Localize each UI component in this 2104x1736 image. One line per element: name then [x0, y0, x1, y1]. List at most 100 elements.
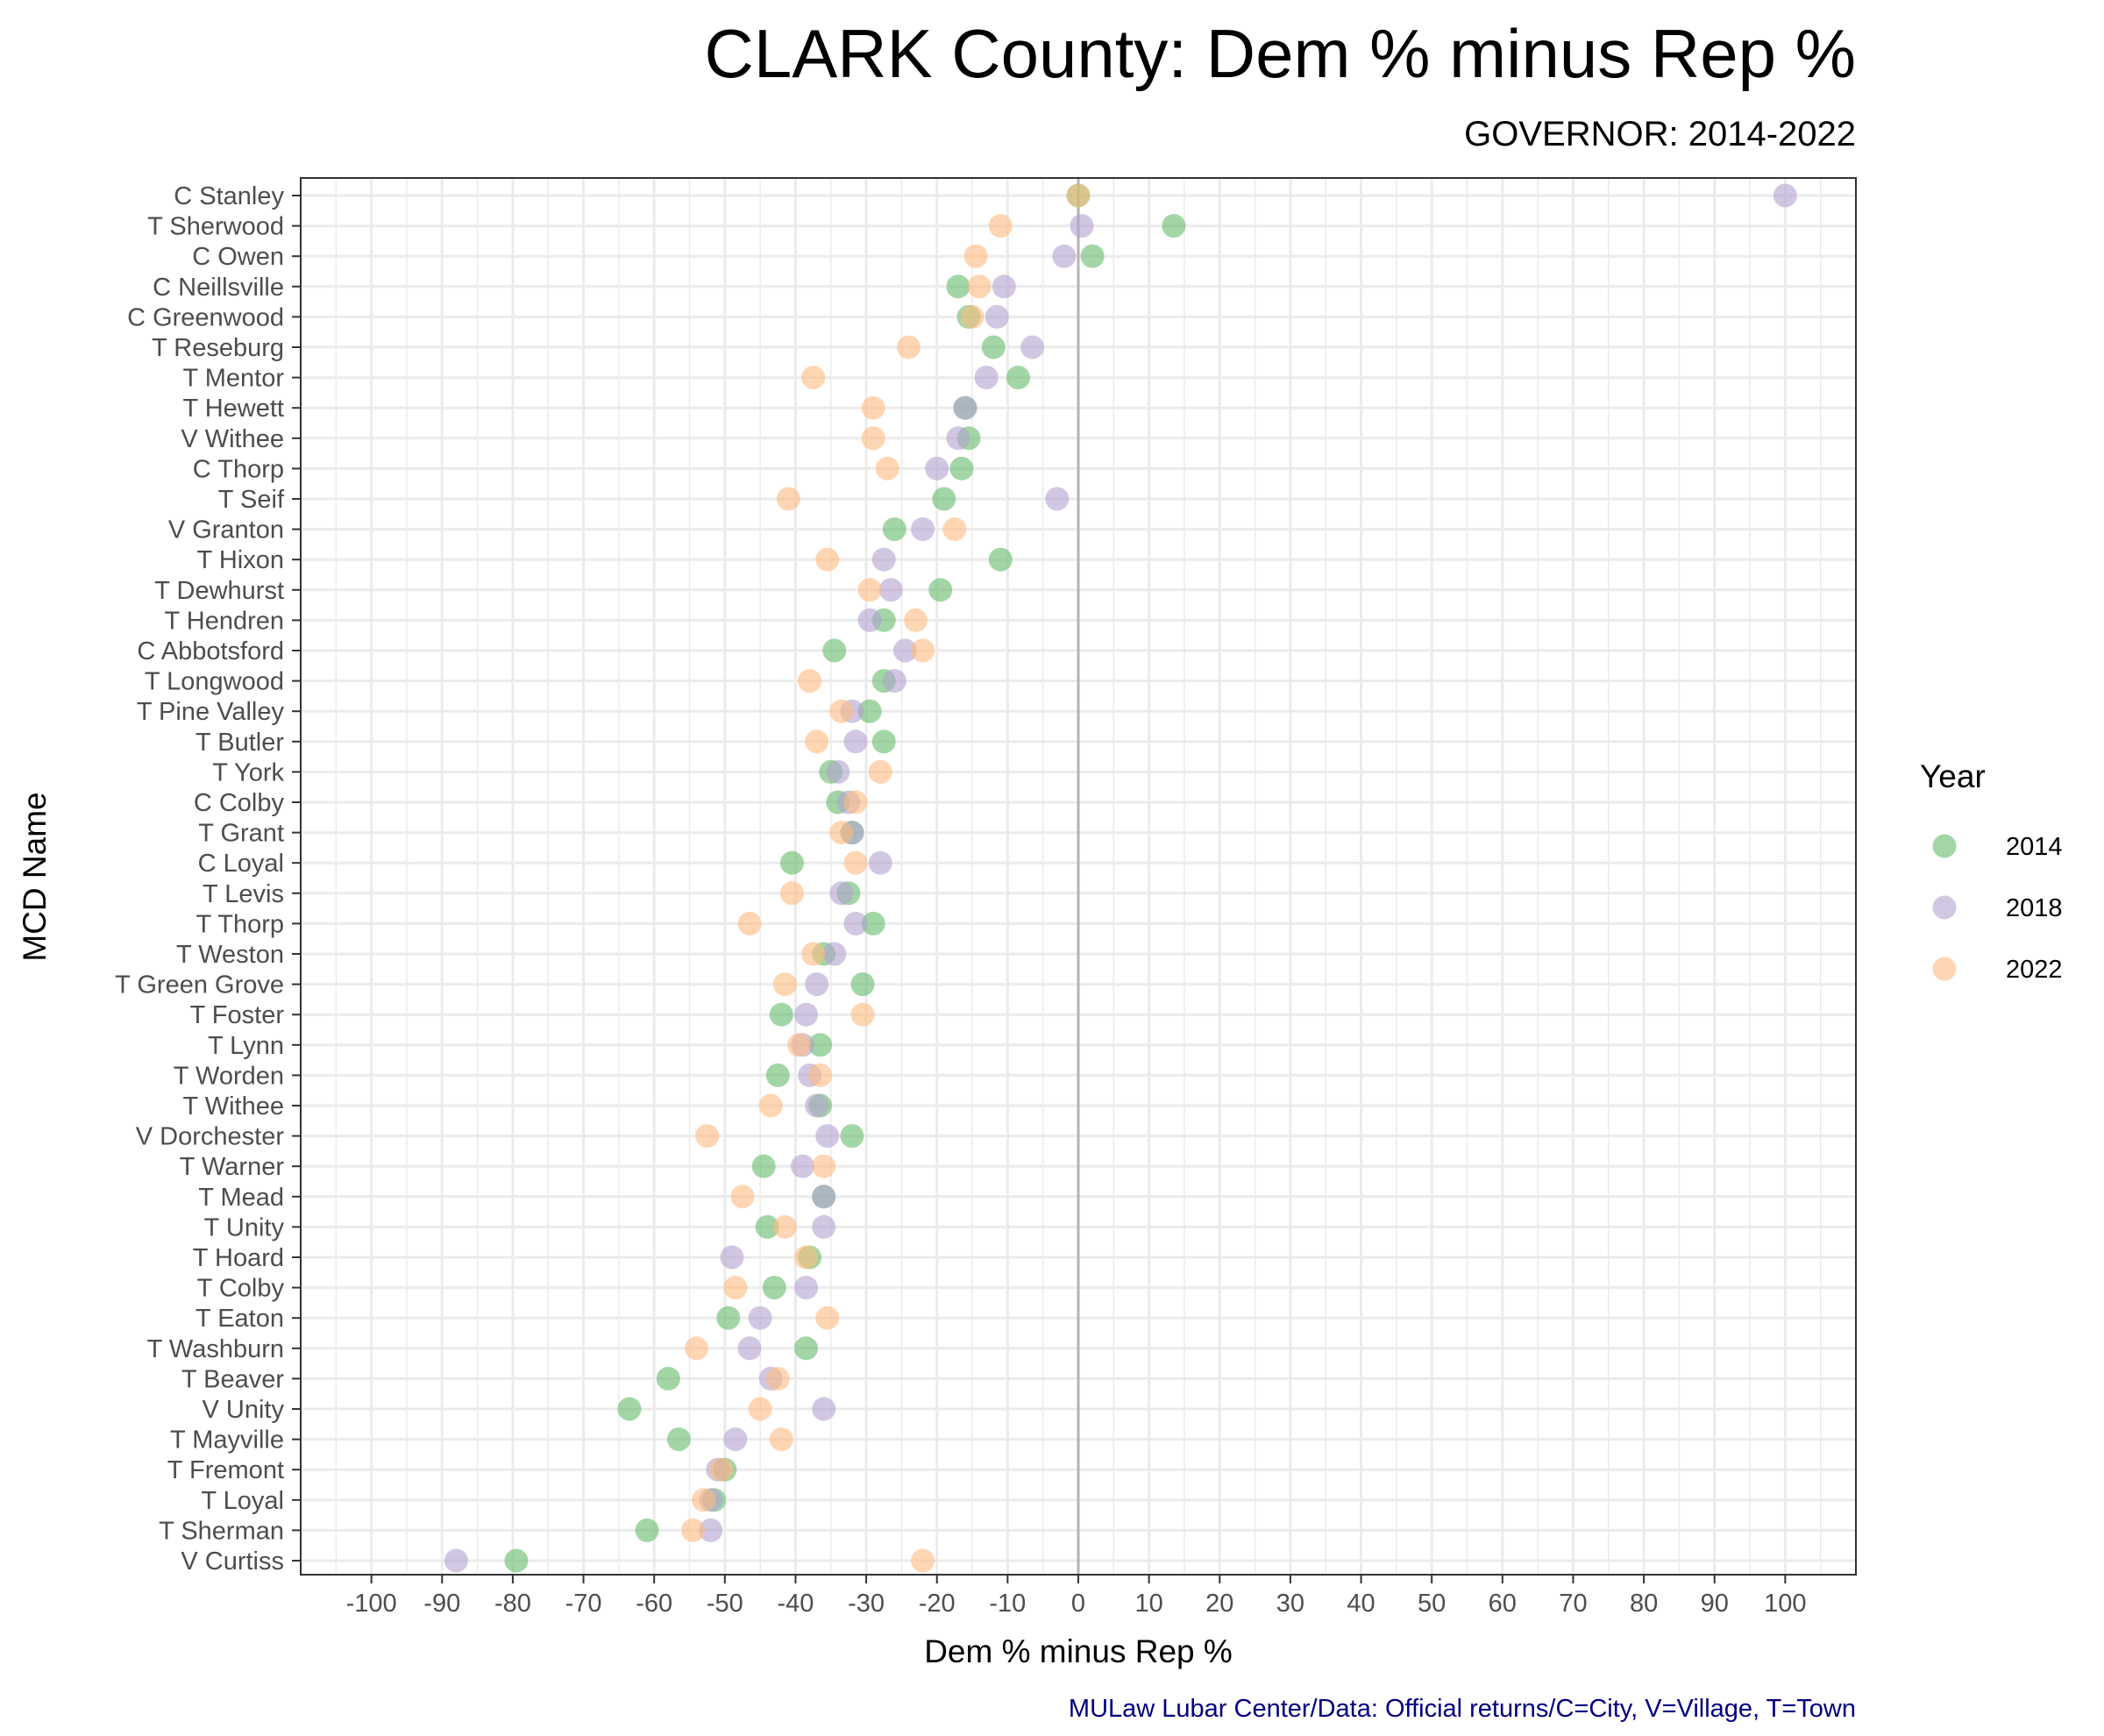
- x-tick-label: -80: [494, 1590, 531, 1618]
- x-tick-label: 20: [1205, 1590, 1233, 1618]
- point-2018: [857, 608, 882, 632]
- x-tick-label: -30: [848, 1590, 885, 1618]
- point-2022: [695, 1124, 720, 1149]
- x-tick-label: 10: [1135, 1590, 1163, 1618]
- x-tick-label: 30: [1276, 1590, 1304, 1618]
- point-2018: [871, 547, 896, 572]
- y-tick-label: T Green Grove: [115, 971, 284, 1000]
- x-axis-title: Dem % minus Rep %: [924, 1633, 1233, 1669]
- point-2022: [963, 244, 988, 268]
- y-tick-label: T Grant: [198, 820, 284, 848]
- point-2022: [730, 1185, 755, 1209]
- point-2018: [829, 881, 854, 906]
- y-tick-label: T Levis: [203, 880, 284, 908]
- y-tick-label: T Longwood: [145, 668, 284, 696]
- y-tick-label: T Mayville: [170, 1427, 284, 1455]
- point-2014: [850, 972, 875, 997]
- point-2022: [772, 1214, 797, 1239]
- point-2018: [723, 1427, 748, 1452]
- y-tick-label: C Stanley: [174, 182, 284, 210]
- point-2018: [925, 456, 949, 480]
- y-tick-label: T Warner: [180, 1153, 285, 1181]
- point-2014: [981, 335, 1006, 359]
- point-2018: [444, 1548, 468, 1573]
- y-tick-label: C Neillsville: [153, 274, 284, 302]
- y-tick-label: V Granton: [168, 516, 284, 544]
- point-2022: [829, 699, 854, 723]
- y-tick-label: T Lynn: [208, 1032, 284, 1060]
- point-2014: [769, 1002, 793, 1027]
- point-2018: [843, 729, 868, 754]
- legend-label-2014: 2014: [2006, 833, 2063, 861]
- point-2022: [911, 1548, 935, 1573]
- point-2022: [896, 335, 920, 359]
- y-tick-label: T Unity: [204, 1213, 285, 1242]
- legend-title: Year: [1920, 758, 1986, 794]
- point-2018: [1045, 487, 1070, 511]
- y-tick-label: T Mead: [198, 1184, 284, 1212]
- y-tick-label: T Hixon: [197, 546, 284, 574]
- y-tick-label: V Withee: [181, 425, 284, 453]
- y-tick-label: C Loyal: [198, 850, 284, 878]
- point-2022: [801, 366, 826, 390]
- point-2022: [857, 578, 882, 602]
- point-2022: [765, 1366, 790, 1391]
- point-2022: [798, 669, 822, 694]
- point-2022: [960, 304, 984, 329]
- y-tick-label: T Hewett: [182, 395, 284, 423]
- point-2018: [826, 759, 850, 784]
- point-2022: [861, 395, 885, 420]
- point-2018: [843, 911, 868, 936]
- point-2014: [871, 729, 896, 754]
- point-2014: [1080, 244, 1105, 268]
- y-tick-label: T Worden: [174, 1062, 284, 1090]
- point-2022: [786, 1033, 811, 1057]
- point-2014: [794, 1336, 819, 1361]
- point-2014: [762, 1276, 786, 1300]
- legend-key-2018: [1932, 895, 1957, 920]
- x-tick-label: 0: [1071, 1590, 1085, 1618]
- y-tick-label: C Greenwood: [127, 303, 284, 331]
- point-2022: [904, 608, 928, 632]
- point-2022: [829, 821, 854, 845]
- y-tick-label: T Butler: [195, 729, 284, 757]
- point-2014: [751, 1154, 776, 1178]
- point-2018: [911, 517, 935, 542]
- y-axis-title: MCD Name: [17, 792, 53, 961]
- point-2014: [932, 487, 956, 511]
- point-2022: [1066, 183, 1091, 208]
- point-2022: [815, 547, 840, 572]
- point-2022: [776, 487, 800, 511]
- point-2014: [635, 1518, 659, 1542]
- point-2018: [805, 972, 829, 997]
- chart-subtitle: GOVERNOR: 2014-2022: [1464, 115, 1856, 153]
- x-axis: -100 -90 -80 -70 -60 -50 -40 -30 -20 -10 0 10 20 30 40…: [346, 1575, 1807, 1618]
- point-2018: [1070, 214, 1094, 238]
- point-2014: [779, 850, 804, 875]
- point-2018: [953, 395, 977, 420]
- y-tick-label: T Foster: [190, 1001, 285, 1029]
- point-2014: [617, 1397, 642, 1421]
- y-tick-label: T Loyal: [201, 1487, 284, 1515]
- point-2014: [765, 1063, 790, 1087]
- point-2022: [692, 1488, 716, 1512]
- point-2018: [946, 426, 970, 451]
- point-2014: [946, 274, 970, 299]
- point-2018: [737, 1336, 762, 1361]
- point-2018: [794, 1002, 819, 1027]
- y-tick-label: T Sherman: [159, 1517, 284, 1545]
- point-2022: [850, 1002, 875, 1027]
- x-tick-label: 40: [1347, 1590, 1375, 1618]
- point-2014: [808, 1033, 833, 1057]
- y-tick-label: T Colby: [197, 1275, 285, 1303]
- point-2022: [861, 426, 885, 451]
- point-2018: [791, 1154, 815, 1178]
- point-2014: [755, 1214, 779, 1239]
- point-2014: [882, 517, 906, 542]
- y-tick-label: T Hoard: [193, 1244, 284, 1272]
- point-2022: [815, 1306, 840, 1330]
- y-tick-label: T Eaton: [195, 1305, 284, 1333]
- y-tick-label: T Withee: [182, 1092, 284, 1121]
- point-2018: [805, 1093, 829, 1118]
